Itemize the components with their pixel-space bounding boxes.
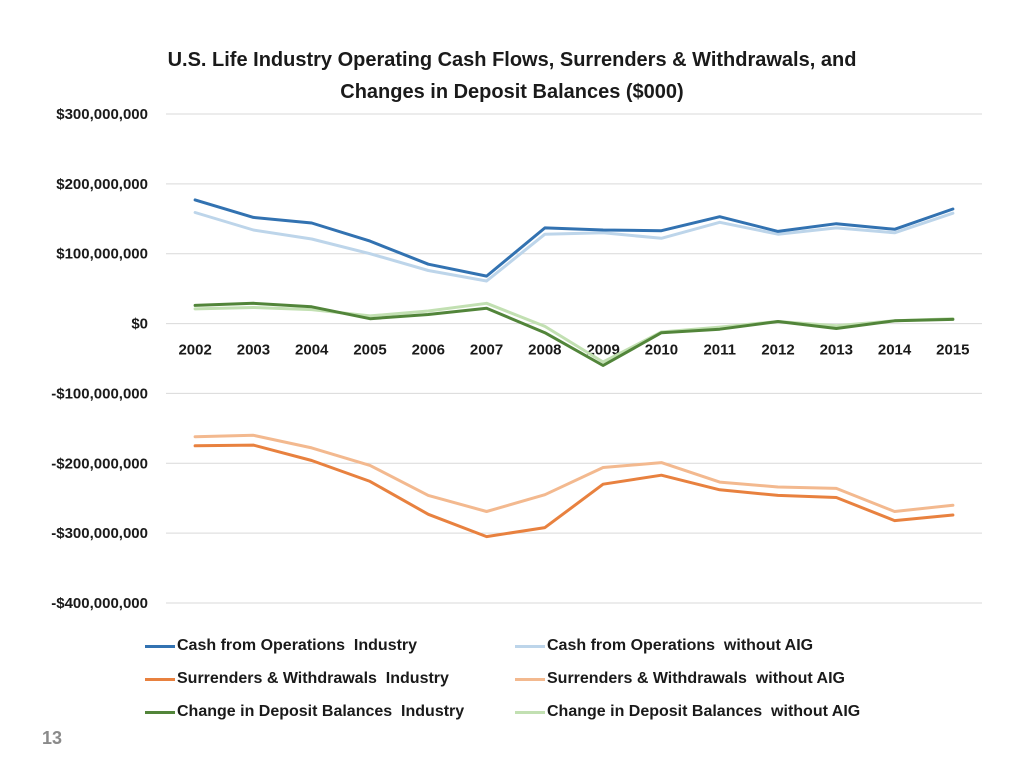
series-line-surr-without-aig <box>193 433 955 513</box>
x-tick-label: 2011 <box>703 342 736 359</box>
legend-label-surr-without-aig: Surrenders & Withdrawals without AIG <box>547 670 845 687</box>
series-line-dep-without-aig <box>193 301 955 364</box>
series-line-cash-industry <box>193 198 955 278</box>
series-line-surr-industry <box>193 443 955 539</box>
y-tick-label: $100,000,000 <box>56 246 148 263</box>
x-tick-label: 2014 <box>878 342 912 359</box>
x-tick-label: 2002 <box>178 342 211 359</box>
page-number: 13 <box>42 728 63 748</box>
legend-swatch-surr-industry <box>145 677 175 681</box>
chart-title: U.S. Life Industry Operating Cash Flows,… <box>112 44 912 108</box>
legend-item-dep-industry: Change in Deposit Balances Industry <box>145 700 464 724</box>
legend-item-dep-without-aig: Change in Deposit Balances without AIG <box>515 700 860 724</box>
x-tick-label: 2004 <box>295 342 329 359</box>
legend-item-cash-without-aig: Cash from Operations without AIG <box>515 634 813 658</box>
legend-item-cash-industry: Cash from Operations Industry <box>145 634 417 658</box>
chart-title-line-2: Changes in Deposit Balances ($000) <box>340 81 684 103</box>
legend-item-surr-without-aig: Surrenders & Withdrawals without AIG <box>515 667 845 691</box>
x-tick-label: 2012 <box>761 342 794 359</box>
legend-swatch-cash-without-aig <box>515 644 545 648</box>
x-tick-label: 2013 <box>820 342 853 359</box>
legend-label-surr-industry: Surrenders & Withdrawals Industry <box>177 670 449 687</box>
x-tick-label: 2010 <box>645 342 678 359</box>
chart-title-line-1: U.S. Life Industry Operating Cash Flows,… <box>167 49 857 71</box>
legend-swatch-cash-industry <box>145 644 175 648</box>
legend-swatch-surr-without-aig <box>515 677 545 681</box>
y-tick-label: $200,000,000 <box>56 176 148 193</box>
y-tick-label: -$400,000,000 <box>51 595 148 612</box>
x-tick-label: 2009 <box>586 342 619 359</box>
legend-label-cash-industry: Cash from Operations Industry <box>177 637 418 654</box>
legend-label-dep-industry: Change in Deposit Balances Industry <box>177 703 465 720</box>
x-tick-label: 2008 <box>528 342 561 359</box>
x-tick-label: 2007 <box>470 342 503 359</box>
legend-swatch-dep-industry <box>145 710 175 714</box>
x-tick-label: 2003 <box>237 342 270 359</box>
x-tick-label: 2015 <box>936 342 969 359</box>
y-tick-label: -$100,000,000 <box>51 385 148 402</box>
legend-swatch-dep-without-aig <box>515 710 545 714</box>
x-tick-label: 2005 <box>353 342 386 359</box>
y-tick-label: $300,000,000 <box>56 106 148 123</box>
series-line-cash-without-aig <box>193 211 955 283</box>
y-tick-label: $0 <box>131 316 148 333</box>
legend-label-dep-without-aig: Change in Deposit Balances without AIG <box>547 703 861 720</box>
y-tick-label: -$300,000,000 <box>51 525 148 542</box>
legend-item-surr-industry: Surrenders & Withdrawals Industry <box>145 667 449 691</box>
series-line-dep-industry <box>193 301 955 367</box>
y-tick-label: -$200,000,000 <box>51 455 148 472</box>
legend-label-cash-without-aig: Cash from Operations without AIG <box>547 637 814 654</box>
x-tick-label: 2006 <box>412 342 445 359</box>
